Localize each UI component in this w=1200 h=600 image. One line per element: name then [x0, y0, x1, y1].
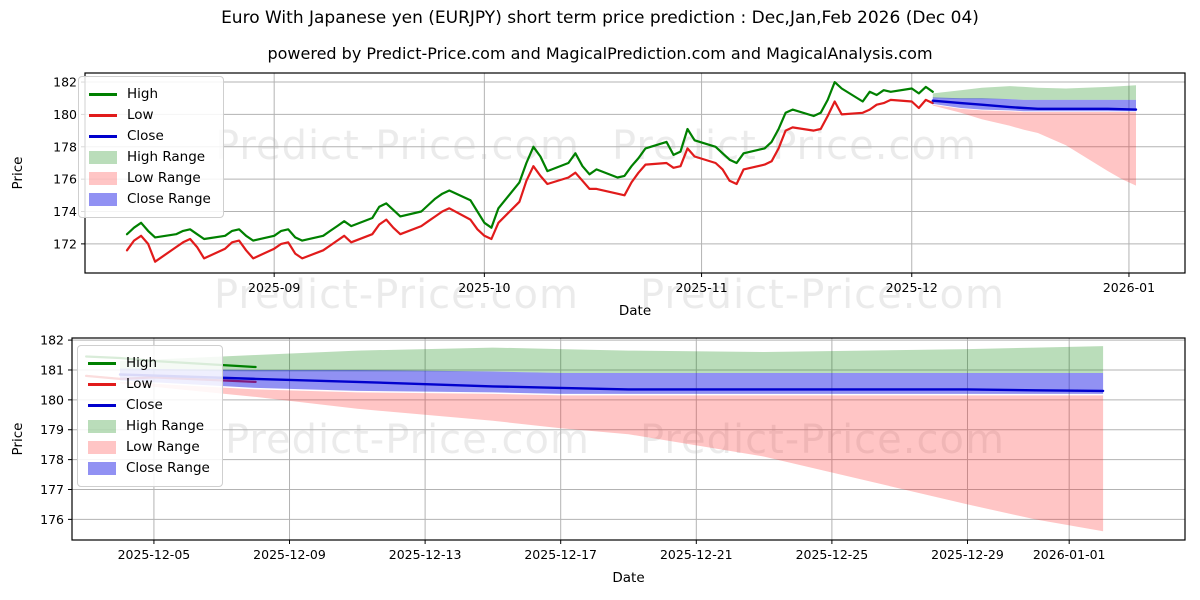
- legend-label: High Range: [127, 149, 206, 165]
- legend-item-high: High: [88, 353, 210, 374]
- legend-line-sample: [88, 362, 116, 365]
- x-tick-label: 2025-09: [248, 280, 300, 295]
- chart-title: Euro With Japanese yen (EURJPY) short te…: [221, 8, 979, 28]
- legend-item-close-range: Close Range: [89, 189, 211, 210]
- x-tick-label: 2025-12-17: [524, 547, 597, 562]
- legend-line-sample: [89, 93, 117, 96]
- legend-item-close: Close: [89, 126, 211, 147]
- high-range-band: [932, 85, 1136, 100]
- low-range-band: [932, 104, 1136, 186]
- legend-item-close: Close: [88, 395, 210, 416]
- x-tick-label: 2025-12-21: [660, 547, 733, 562]
- x-tick-label: 2025-11: [675, 280, 727, 295]
- legend-patch-sample: [88, 462, 116, 475]
- x-tick-label: 2025-10: [458, 280, 510, 295]
- legend-label: High: [127, 86, 159, 102]
- legend-label: Low: [127, 107, 154, 123]
- y-tick-label: 179: [40, 422, 64, 437]
- y-tick-label: 174: [53, 204, 77, 219]
- x-axis-label: Date: [619, 303, 651, 319]
- legend-label: Close: [126, 397, 163, 413]
- legend-label: Low Range: [126, 439, 200, 455]
- legend-line-sample: [89, 135, 117, 138]
- x-tick-label: 2026-01-01: [1033, 547, 1106, 562]
- y-tick-label: 172: [53, 236, 77, 251]
- plot-border: [71, 337, 1186, 541]
- close-line: [118, 373, 1105, 393]
- legend-patch-sample: [89, 193, 117, 206]
- legend-item-low-range: Low Range: [89, 168, 211, 189]
- legend-patch-sample: [89, 172, 117, 185]
- y-tick-label: 177: [40, 482, 64, 497]
- close-line: [931, 99, 1138, 111]
- legend-line-sample: [88, 404, 116, 407]
- y-axis-label: Price: [10, 157, 26, 190]
- x-axis-label: Date: [612, 570, 644, 586]
- y-tick-label: 182: [40, 333, 64, 348]
- close-range-band: [120, 368, 1104, 394]
- y-tick-label: 178: [40, 452, 64, 467]
- x-tick-label: 2025-12: [886, 280, 938, 295]
- legend-label: Close: [127, 128, 164, 144]
- x-tick-label: 2025-12-25: [796, 547, 869, 562]
- legend-label: Close Range: [127, 191, 211, 207]
- legend-patch-sample: [89, 151, 117, 164]
- legend-label: Low: [126, 376, 153, 392]
- legend-item-high: High: [89, 84, 211, 105]
- legend-item-high-range: High Range: [88, 416, 210, 437]
- low-line: [125, 98, 934, 263]
- legend-label: High Range: [126, 418, 205, 434]
- legend-patch-sample: [88, 420, 116, 433]
- legend-item-low-range: Low Range: [88, 437, 210, 458]
- y-tick-label: 180: [40, 392, 64, 407]
- y-axis-label: Price: [10, 423, 26, 456]
- low-range-band: [120, 381, 1104, 532]
- legend-item-low: Low: [88, 374, 210, 395]
- legend-patch-sample: [88, 441, 116, 454]
- y-tick-label: 180: [53, 107, 77, 122]
- prediction-chart-legend: High Low Close High Range Low Range Close Ran…: [77, 345, 223, 487]
- legend-label: Close Range: [126, 460, 210, 476]
- legend-label: Low Range: [127, 170, 201, 186]
- x-tick-label: 2026-01: [1103, 280, 1155, 295]
- x-tick-label: 2025-12-13: [389, 547, 462, 562]
- chart-subtitle: powered by Predict-Price.com and Magical…: [267, 44, 933, 63]
- x-tick-label: 2025-12-09: [253, 547, 326, 562]
- legend-line-sample: [88, 383, 116, 386]
- x-tick-label: 2025-12-29: [931, 547, 1004, 562]
- legend-item-high-range: High Range: [89, 147, 211, 168]
- legend-label: High: [126, 355, 158, 371]
- y-tick-label: 181: [40, 362, 64, 377]
- y-tick-label: 176: [40, 512, 64, 527]
- high-range-band: [120, 346, 1104, 373]
- y-tick-label: 182: [53, 75, 77, 90]
- x-tick-label: 2025-12-05: [118, 547, 191, 562]
- legend-line-sample: [89, 114, 117, 117]
- high-line: [125, 81, 934, 242]
- legend-item-low: Low: [89, 105, 211, 126]
- y-tick-label: 178: [53, 139, 77, 154]
- y-tick-label: 176: [53, 172, 77, 187]
- legend-item-close-range: Close Range: [88, 458, 210, 479]
- history-chart-legend: High Low Close High Range Low Range Close Ran…: [78, 76, 224, 218]
